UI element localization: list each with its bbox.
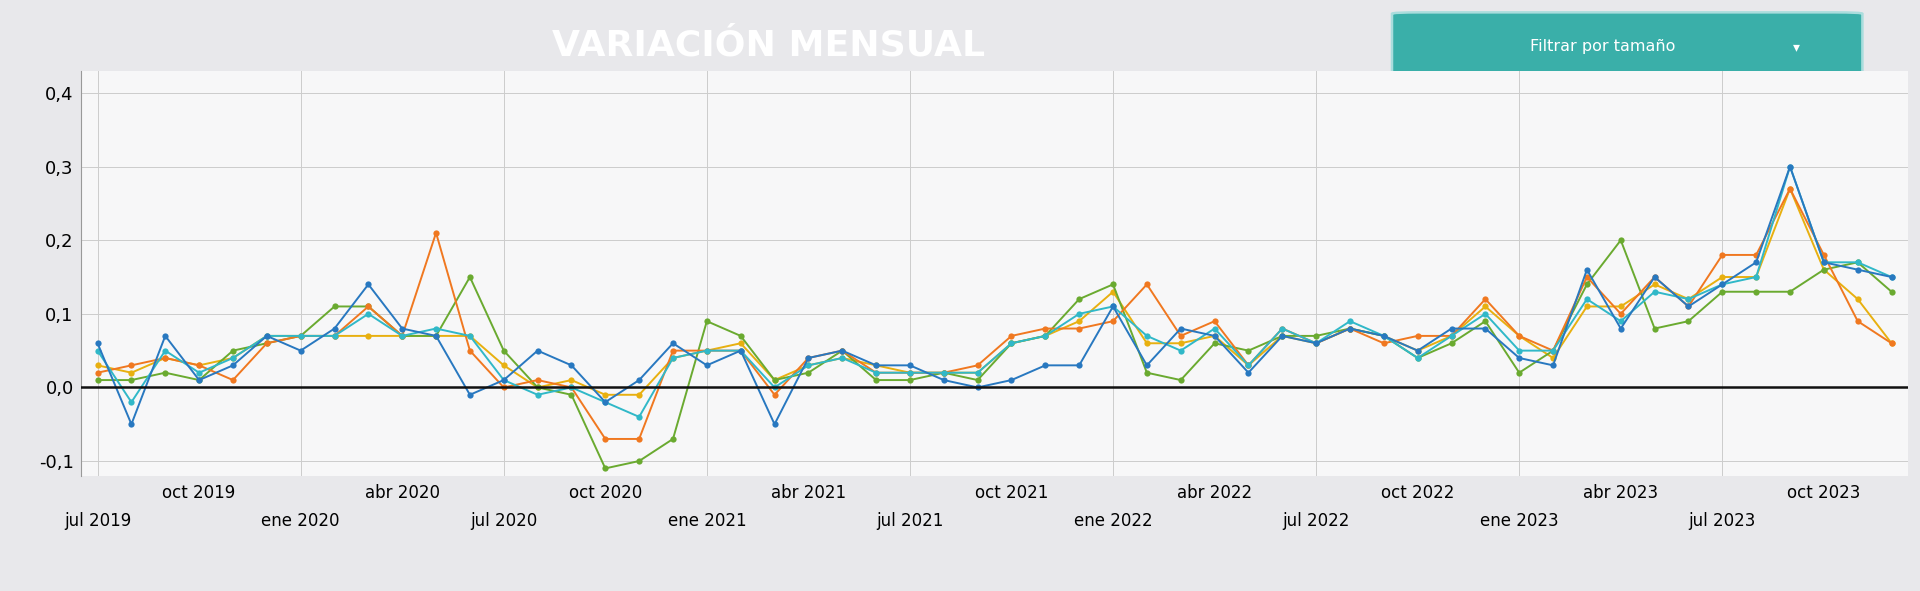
Text: VARIACIÓN MENSUAL: VARIACIÓN MENSUAL: [551, 29, 985, 63]
Text: Filtrar por tamaño: Filtrar por tamaño: [1530, 39, 1674, 54]
FancyBboxPatch shape: [1392, 12, 1862, 81]
Text: ▾: ▾: [1793, 40, 1799, 54]
